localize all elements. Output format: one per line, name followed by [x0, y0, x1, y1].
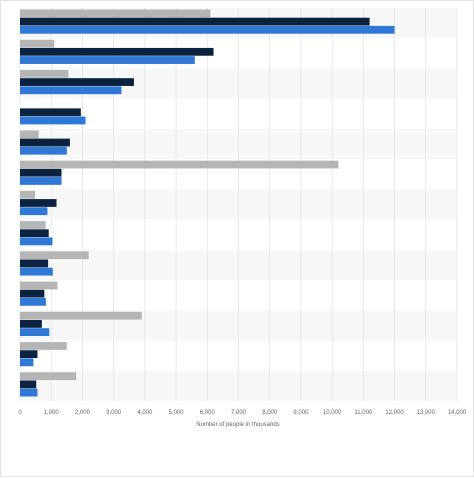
- bar: [20, 177, 62, 185]
- bar: [20, 86, 122, 95]
- x-tick-label: 2,000: [75, 410, 91, 416]
- x-tick-label: 12,000: [385, 410, 404, 416]
- bar: [20, 39, 55, 48]
- bar: [20, 372, 77, 381]
- bar: [20, 267, 53, 276]
- bar: [20, 160, 339, 169]
- bar: [20, 342, 67, 350]
- bar: [20, 237, 53, 246]
- bar: [20, 311, 142, 320]
- bar: [20, 289, 45, 298]
- bar: [20, 56, 195, 64]
- bar: [20, 17, 370, 26]
- bar: [20, 388, 38, 397]
- x-tick-label: 5,000: [169, 410, 185, 416]
- x-tick-label: 0: [18, 410, 22, 416]
- bar: [20, 229, 49, 238]
- bar: [20, 108, 81, 117]
- bars: [20, 9, 395, 397]
- bar: [20, 47, 214, 56]
- gridlines: [19, 8, 458, 401]
- bar: [20, 320, 42, 328]
- bar: [20, 69, 69, 78]
- bar: [20, 350, 38, 359]
- bar: [20, 138, 70, 147]
- bar: [20, 251, 89, 260]
- x-tick-label: 9,000: [293, 410, 309, 416]
- x-tick-label: 10,000: [323, 410, 342, 416]
- bar: [20, 297, 46, 306]
- bar: [20, 281, 58, 290]
- bar: [20, 9, 211, 18]
- x-tick-label: 8,000: [262, 410, 278, 416]
- x-tick-labels: 0 1,000 2,000 3,000 4,000 5,000 6,000 7,000 8,00…: [18, 410, 467, 416]
- bar: [20, 116, 86, 125]
- x-tick-label: 14,000: [448, 410, 467, 416]
- x-tick-label: 11,000: [354, 410, 373, 416]
- x-tick-label: 6,000: [200, 410, 216, 416]
- bar: [20, 78, 134, 86]
- bar: [20, 199, 57, 207]
- bar: [20, 190, 35, 199]
- bar: [20, 207, 48, 216]
- x-tick-label: 13,000: [417, 410, 436, 416]
- bar: [20, 130, 39, 139]
- bar: [20, 328, 50, 337]
- x-axis-title: Number of people in thousands: [196, 422, 279, 428]
- bar: [20, 168, 62, 177]
- x-tick-label: 7,000: [231, 410, 247, 416]
- bar: [20, 146, 67, 155]
- x-tick-label: 1,000: [44, 410, 60, 416]
- bar: [20, 259, 49, 268]
- x-tick-label: 4,000: [137, 410, 153, 416]
- bar: [20, 25, 395, 34]
- bar: [20, 358, 34, 367]
- x-tick-label: 3,000: [106, 410, 122, 416]
- bar: [20, 221, 46, 229]
- bar: [20, 380, 37, 389]
